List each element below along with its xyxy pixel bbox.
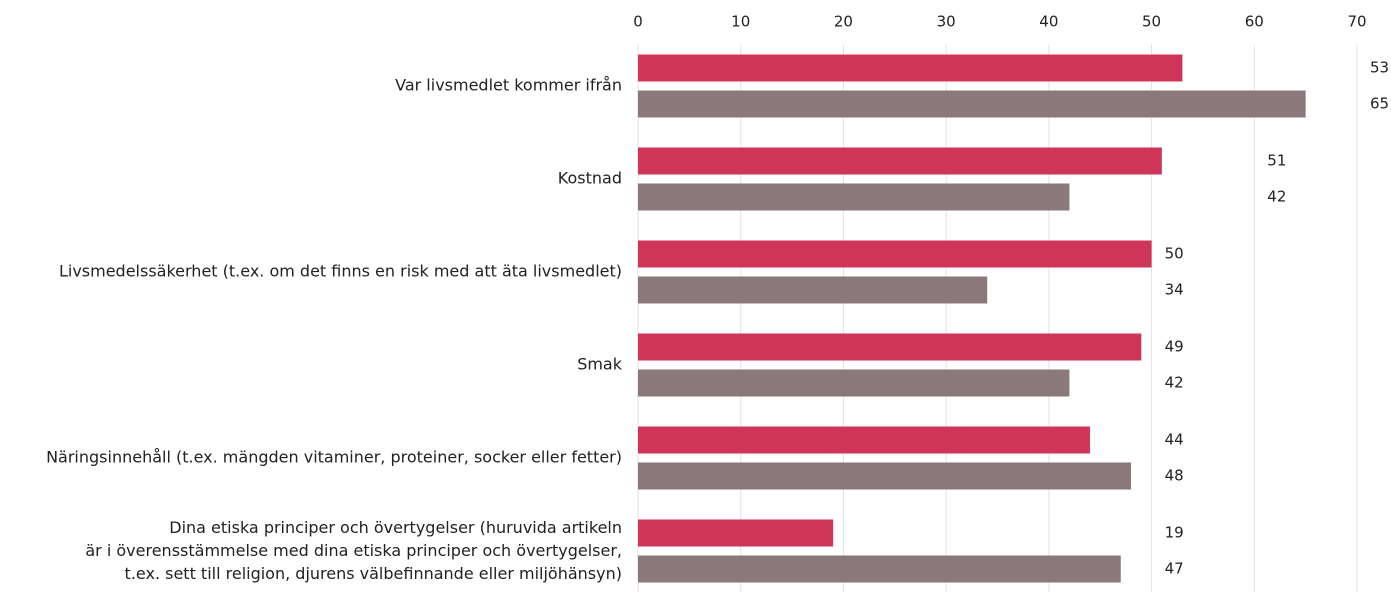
value-label: 19 <box>1165 524 1184 542</box>
x-tick-label: 70 <box>1347 13 1366 31</box>
value-label: 53 <box>1370 59 1389 77</box>
bar <box>638 90 1306 118</box>
x-tick-label: 10 <box>731 13 750 31</box>
value-label: 49 <box>1165 338 1184 356</box>
bar <box>638 426 1090 454</box>
category-label: Dina etiska principer och övertygelser (… <box>85 518 622 583</box>
bar <box>638 54 1183 82</box>
x-tick-label: 50 <box>1142 13 1161 31</box>
bar <box>638 555 1121 583</box>
value-label: 65 <box>1370 95 1389 113</box>
value-label: 42 <box>1165 374 1184 392</box>
value-label: 51 <box>1267 152 1286 170</box>
x-tick-label: 60 <box>1245 13 1264 31</box>
x-tick-label: 30 <box>937 13 956 31</box>
value-label: 47 <box>1165 560 1184 578</box>
bar <box>638 333 1142 361</box>
bar <box>638 369 1070 397</box>
bar <box>638 519 834 547</box>
value-label: 48 <box>1165 467 1184 485</box>
bar <box>638 240 1152 268</box>
bar <box>638 183 1070 211</box>
category-label: Livsmedelssäkerhet (t.ex. om det finns e… <box>59 262 622 281</box>
value-label: 44 <box>1165 431 1184 449</box>
bar <box>638 276 988 304</box>
x-tick-label: 20 <box>834 13 853 31</box>
category-label: Var livsmedlet kommer ifrån <box>395 76 622 95</box>
value-label: 34 <box>1165 281 1184 299</box>
x-tick-label: 0 <box>633 13 643 31</box>
x-tick-label: 40 <box>1039 13 1058 31</box>
bar <box>638 147 1162 175</box>
category-label: Smak <box>577 355 623 374</box>
value-label: 42 <box>1267 188 1286 206</box>
category-label: Kostnad <box>558 169 622 188</box>
value-label: 50 <box>1165 245 1184 263</box>
category-label: Näringsinnehåll (t.ex. mängden vitaminer… <box>46 448 622 467</box>
bar <box>638 462 1132 490</box>
